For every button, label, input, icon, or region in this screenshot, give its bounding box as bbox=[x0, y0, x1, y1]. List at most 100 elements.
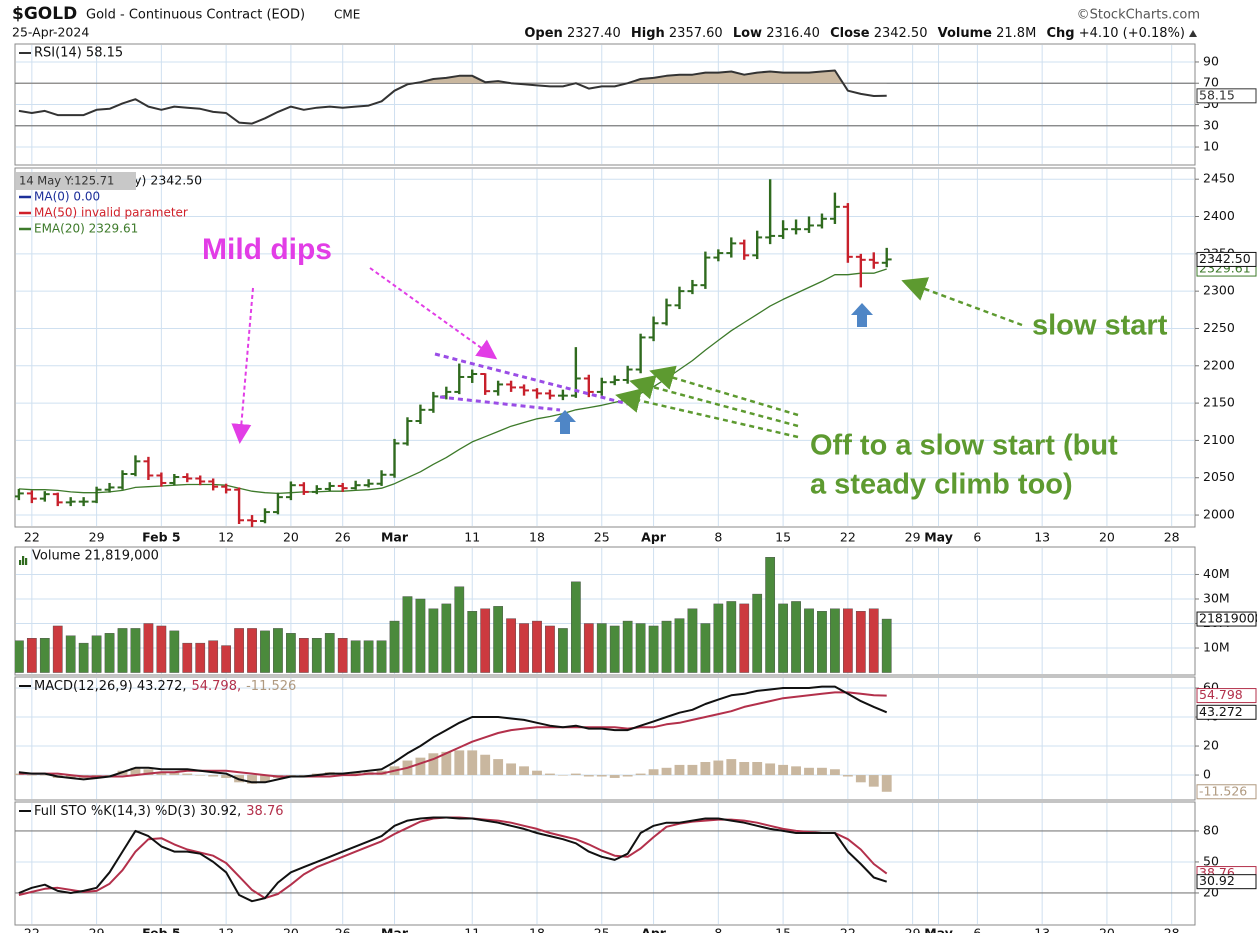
volume-bar bbox=[596, 623, 607, 673]
histogram-bar bbox=[661, 767, 672, 776]
histogram-bar bbox=[674, 764, 685, 776]
volume-bar bbox=[247, 628, 257, 673]
quote: Open 2327.40 High 2357.60 Low 2316.40 Cl… bbox=[524, 26, 1185, 41]
x-tick-label: 8 bbox=[714, 926, 722, 933]
x-tick-label: 29 bbox=[89, 530, 105, 545]
panel-title: Full STO %K(14,3) %D(3) 30.92, 38.76 bbox=[34, 804, 284, 819]
panel: 2000205021002150220022502300235024002450… bbox=[14, 167, 1257, 528]
panel: 0204060MACD(12,26,9) 43.272,54.798,-11.5… bbox=[14, 676, 1257, 801]
volume-bar bbox=[674, 618, 685, 673]
panel-title: MACD(12,26,9) 43.272, 54.798, -11.526 bbox=[34, 679, 296, 694]
menu-arrow[interactable] bbox=[1189, 30, 1197, 37]
volume-bar bbox=[739, 603, 750, 673]
x-tick-label: 6 bbox=[973, 530, 981, 545]
volume-icon bbox=[22, 556, 25, 565]
y-tick-label: 50 bbox=[1203, 853, 1219, 868]
arrow bbox=[369, 267, 498, 360]
x-tick-label: 18 bbox=[529, 530, 545, 545]
y-tick-label: 40M bbox=[1203, 566, 1230, 581]
y-tick-label: 70 bbox=[1203, 75, 1219, 90]
y-tick-label: 2000 bbox=[1203, 507, 1235, 522]
histogram-bar bbox=[480, 754, 491, 776]
y-tick-label: 10M bbox=[1203, 640, 1230, 655]
volume-bar bbox=[804, 608, 814, 673]
volume-bar bbox=[234, 628, 244, 673]
value-tag bbox=[1196, 688, 1257, 704]
quote-value: 2357.60 bbox=[669, 26, 723, 41]
y-tick-label: 30 bbox=[1203, 117, 1219, 132]
histogram-bar bbox=[143, 769, 154, 776]
volume-bar bbox=[752, 593, 763, 673]
x-tick-label: 22 bbox=[24, 530, 40, 545]
histogram-bar bbox=[791, 766, 801, 776]
tooltip-box bbox=[16, 172, 136, 190]
quote-label: Chg bbox=[1046, 26, 1074, 41]
volume-bar bbox=[117, 628, 128, 673]
x-tick-label: 8 bbox=[714, 530, 722, 545]
histogram-bar bbox=[130, 767, 141, 776]
histogram-bar bbox=[454, 750, 465, 776]
histogram-bar bbox=[545, 773, 555, 776]
volume-bar bbox=[441, 603, 452, 673]
histogram-bar bbox=[208, 775, 219, 777]
plot-area bbox=[14, 167, 1196, 528]
histogram-bar bbox=[700, 761, 711, 776]
histogram-bar bbox=[415, 757, 426, 776]
histogram-bar bbox=[441, 751, 452, 776]
histogram-bar bbox=[635, 773, 646, 776]
quote-label: Open bbox=[524, 26, 562, 41]
volume-bar bbox=[221, 645, 231, 673]
legend-label: MA(50) invalid parameter bbox=[34, 206, 188, 220]
histogram-bar bbox=[221, 775, 232, 778]
panels: 10 30 50 70 90 RSI(14) 58.15 58.15 2000 2050 2100… bbox=[14, 43, 1257, 933]
histogram-bar bbox=[298, 775, 309, 776]
arrow bbox=[615, 388, 799, 439]
y-tick-label: 2250 bbox=[1203, 320, 1235, 335]
x-tick-label: 25 bbox=[594, 926, 610, 933]
up-arrow bbox=[851, 303, 873, 327]
volume-bar bbox=[635, 623, 646, 673]
volume-bar bbox=[402, 596, 413, 673]
tooltip: 14 May Y:125.71 bbox=[19, 174, 114, 188]
annotations bbox=[231, 267, 1023, 444]
volume-bar bbox=[532, 620, 542, 673]
histogram-bar bbox=[596, 775, 607, 777]
x-tick-label: Apr bbox=[641, 530, 667, 545]
x-tick-label: 26 bbox=[335, 530, 351, 545]
value-tag bbox=[1196, 704, 1257, 720]
x-tick-label: 28 bbox=[1164, 530, 1180, 545]
volume-bar bbox=[726, 601, 737, 673]
y-tick-label: 2400 bbox=[1203, 208, 1235, 223]
volume-bar bbox=[15, 640, 24, 673]
histogram-bar bbox=[39, 775, 50, 776]
histogram-bar bbox=[285, 775, 296, 776]
volume-bar bbox=[39, 638, 50, 673]
histogram-bar bbox=[557, 775, 568, 776]
instrument-name: Gold - Continuous Contract (EOD) bbox=[86, 8, 305, 23]
value-tag bbox=[1196, 611, 1257, 627]
volume-bar bbox=[428, 608, 439, 673]
overbought-area bbox=[18, 70, 887, 84]
annotation: a steady climb too) bbox=[810, 469, 1073, 501]
y-tick-label: 2100 bbox=[1203, 432, 1235, 447]
volume-bar bbox=[389, 620, 400, 673]
plot-area bbox=[14, 676, 1196, 801]
y-tick-label: 2150 bbox=[1203, 395, 1235, 410]
histogram-bar bbox=[842, 775, 853, 777]
volume-bar bbox=[104, 633, 115, 673]
x-tick-label: 18 bbox=[529, 926, 545, 933]
volume-bar bbox=[286, 633, 296, 673]
histogram-bar bbox=[506, 763, 517, 776]
exchange: CME bbox=[334, 8, 360, 22]
volume-bar bbox=[298, 638, 309, 673]
histogram-bar bbox=[817, 767, 827, 776]
y-tick-label: 80 bbox=[1203, 822, 1219, 837]
x-tick-label: Feb 5 bbox=[142, 926, 181, 933]
value-tag-label: 30.92 bbox=[1199, 873, 1235, 888]
title-part: 54.798, bbox=[191, 679, 241, 694]
volume-bar bbox=[700, 623, 711, 673]
value-tag bbox=[1196, 251, 1257, 267]
plot bbox=[18, 69, 887, 125]
